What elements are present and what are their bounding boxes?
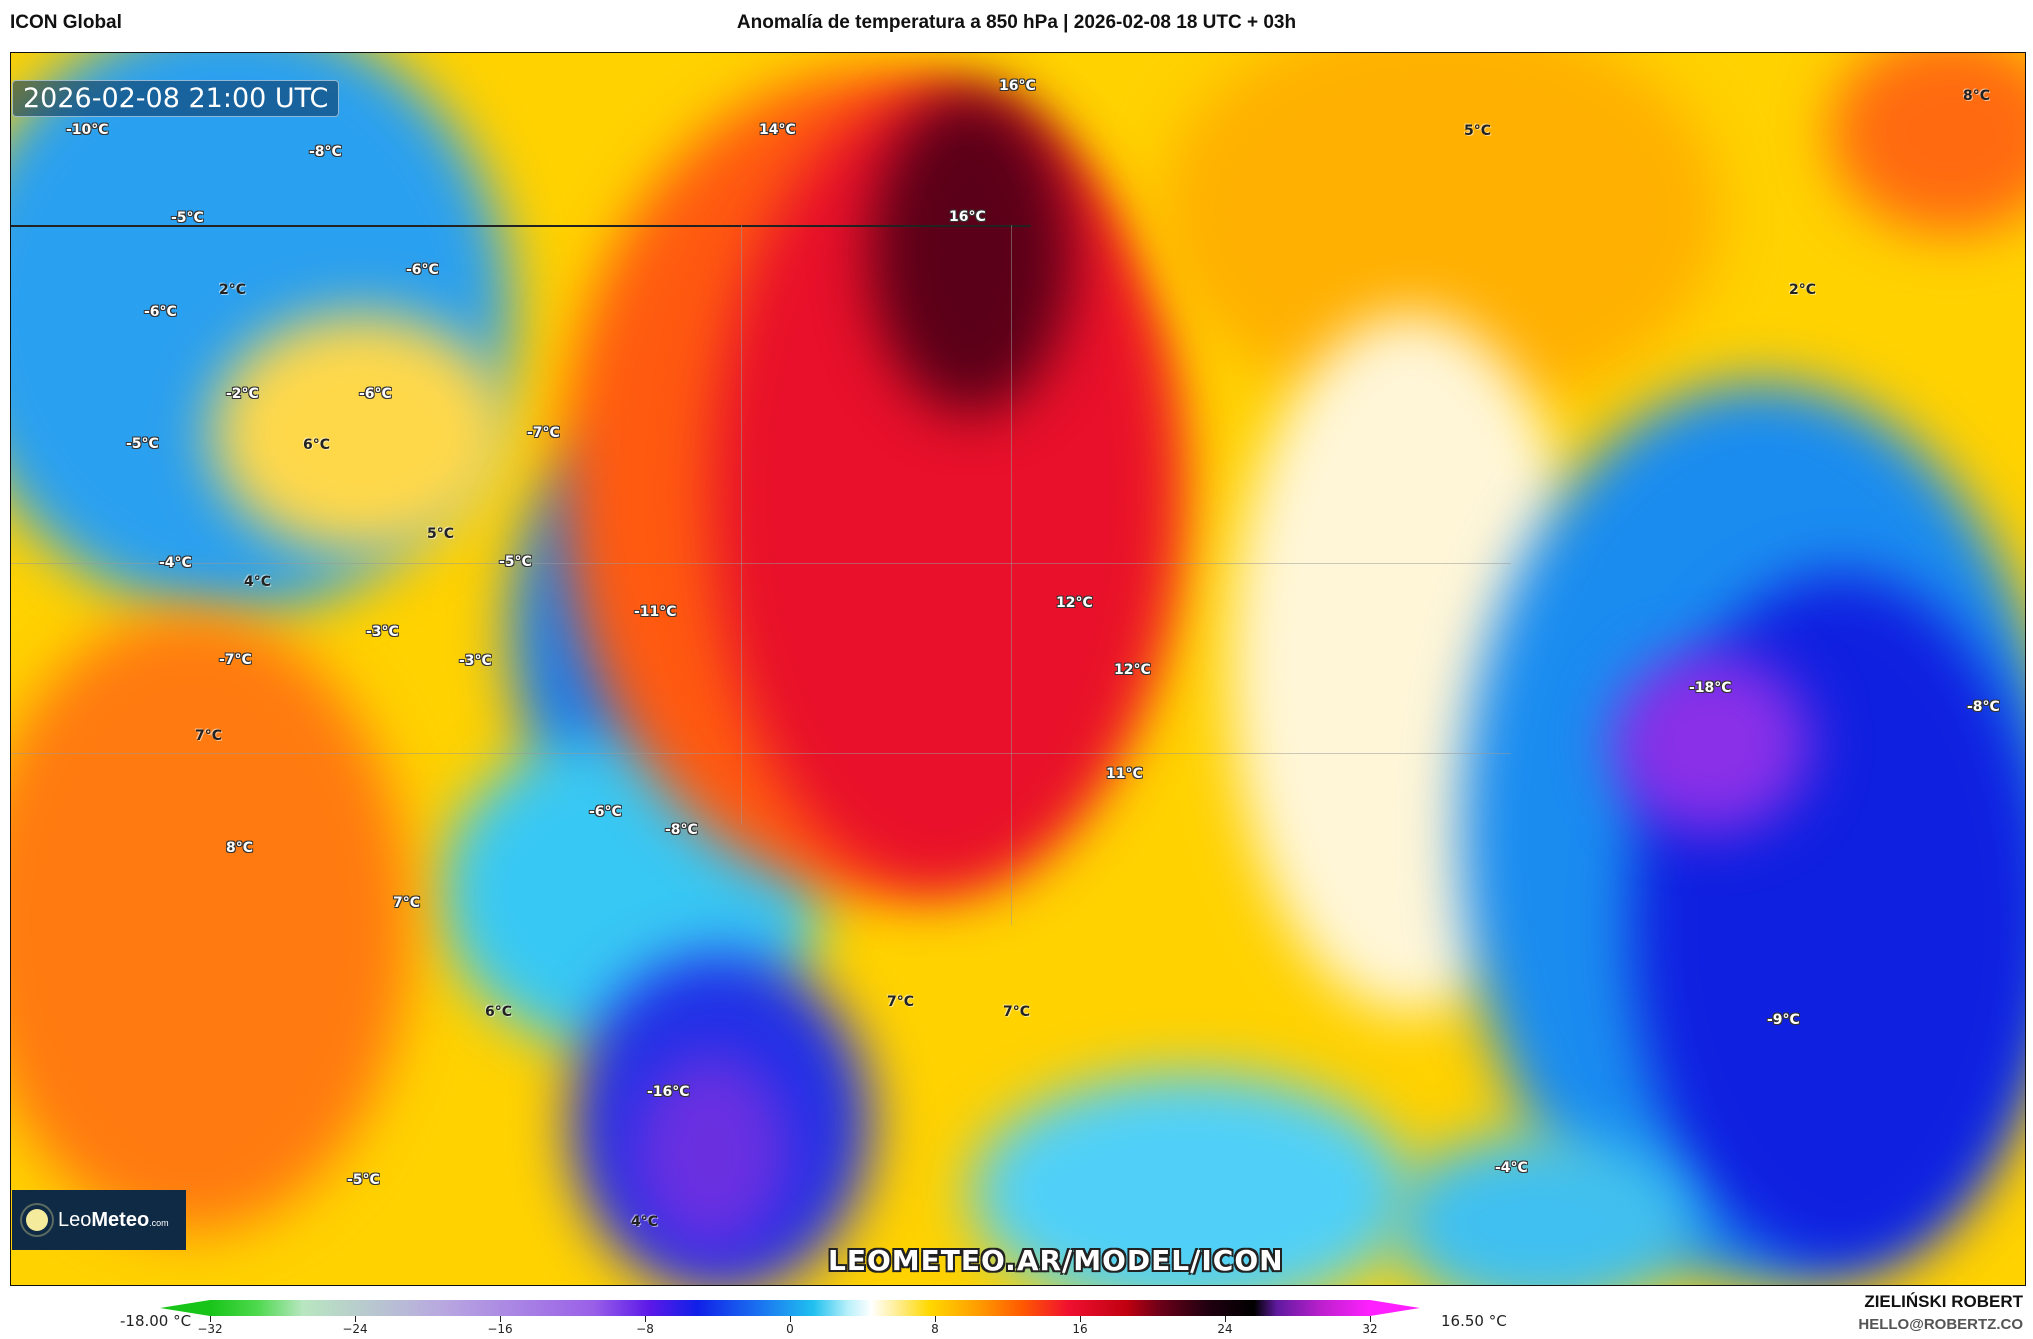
temperature-label: 4°C [244, 574, 272, 590]
colorbar-tick-label: −16 [487, 1322, 513, 1336]
temperature-label: 2°C [219, 282, 247, 298]
cold-region-gulf [971, 1073, 1411, 1285]
temperature-label: 14°C [759, 122, 796, 138]
colorbar-tick [935, 1316, 936, 1322]
cold-core-mexico [631, 1053, 791, 1253]
temperature-label: -6°C [406, 262, 439, 278]
temperature-label: 12°C [1114, 662, 1151, 678]
state-boundary [741, 225, 742, 825]
colorbar-max-label: 16.50 °C [1441, 1312, 1507, 1330]
map-title: Anomalía de temperatura a 850 hPa | 2026… [736, 12, 1297, 33]
temperature-label: -4°C [1495, 1160, 1528, 1176]
warm-region-california [11, 613, 411, 1233]
colorbar-tick [500, 1316, 501, 1322]
colorbar-tick [645, 1316, 646, 1322]
temperature-label: 5°C [427, 526, 455, 542]
temperature-label: -7°C [527, 425, 560, 441]
valid-time-badge: 2026-02-08 21:00 UTC [12, 80, 340, 117]
author-name: ZIELIŃSKI ROBERT [1864, 1292, 2023, 1311]
colorbar-tick-label: 24 [1217, 1322, 1233, 1336]
temperature-label: 16°C [999, 78, 1036, 94]
watermark-url: LEOMETEO.AR/MODEL/ICON [828, 1244, 1284, 1277]
model-name: ICON Global [10, 12, 122, 33]
warm-region-idaho [211, 313, 511, 553]
temperature-label: -6°C [144, 304, 177, 320]
temperature-label: 8°C [1963, 88, 1991, 104]
author-email[interactable]: HELLO@ROBERTZ.CO [1858, 1316, 2023, 1333]
cold-core-atlantic [1611, 653, 1811, 833]
temperature-label: -8°C [665, 822, 698, 838]
colorbar-tick-label: 32 [1362, 1322, 1378, 1336]
temperature-label: 7°C [1003, 1004, 1031, 1020]
temperature-label: -6°C [589, 804, 622, 820]
temperature-label: 6°C [303, 437, 331, 453]
state-boundary [11, 753, 1511, 754]
temperature-label: -3°C [459, 653, 492, 669]
temperature-label: 16°C [949, 209, 986, 225]
colorbar-arrow-left [160, 1300, 210, 1316]
colorbar-tick [210, 1316, 211, 1322]
state-boundary [11, 563, 1511, 564]
us-canada-border [11, 225, 1031, 227]
temperature-label: -7°C [219, 652, 252, 668]
temperature-label: -9°C [1767, 1012, 1800, 1028]
colorbar-tick-label: −32 [197, 1322, 223, 1336]
temperature-label: -8°C [309, 144, 342, 160]
temperature-label: 11°C [1106, 766, 1143, 782]
temperature-label: 4°C [631, 1214, 659, 1230]
temperature-label: -5°C [126, 436, 159, 452]
temperature-label: 2°C [1789, 282, 1817, 298]
temperature-label: 5°C [1464, 123, 1492, 139]
colorbar-tick [355, 1316, 356, 1322]
temperature-label: -2°C [226, 386, 259, 402]
temperature-anomaly-map: -10°C -8°C -5°C -6°C -6°C 2°C -2°C -6°C -5°C 6°C -… [10, 52, 2026, 1286]
temperature-label: -3°C [366, 624, 399, 640]
temperature-label: -5°C [171, 210, 204, 226]
colorbar-tick [790, 1316, 791, 1322]
temperature-label: -10°C [66, 122, 109, 138]
colorbar-tick-label: −24 [342, 1322, 368, 1336]
colorbar-gradient [210, 1300, 1370, 1316]
colorbar-tick-label: 8 [931, 1322, 939, 1336]
temperature-label: -8°C [1967, 699, 2000, 715]
temperature-label: 12°C [1056, 595, 1093, 611]
temperature-label: -4°C [159, 555, 192, 571]
temperature-label: -5°C [499, 554, 532, 570]
temperature-label: 7°C [393, 895, 421, 911]
colorbar-tick-label: −8 [636, 1322, 654, 1336]
state-boundary [1011, 225, 1012, 925]
temperature-label: -16°C [647, 1084, 690, 1100]
colorbar-tick [1370, 1316, 1371, 1322]
sun-icon [26, 1209, 48, 1231]
temperature-label: -11°C [634, 604, 677, 620]
colorbar: −32 −24 −16 −8 0 8 16 24 32 [160, 1300, 1420, 1336]
colorbar-tick-label: 16 [1072, 1322, 1088, 1336]
temperature-label: 6°C [485, 1004, 513, 1020]
temperature-label: -5°C [347, 1172, 380, 1188]
temperature-label: -18°C [1689, 680, 1732, 696]
temperature-label: 8°C [226, 840, 254, 856]
temperature-label: -6°C [359, 386, 392, 402]
warm-core-dakotas [871, 93, 1071, 413]
logo-text: LeoMeteo.com [58, 1208, 169, 1231]
temperature-label: 7°C [887, 994, 915, 1010]
temperature-label: 7°C [195, 728, 223, 744]
colorbar-tick [1225, 1316, 1226, 1322]
colorbar-tick [1080, 1316, 1081, 1322]
cold-region-caribbean [1391, 1133, 1691, 1285]
colorbar-arrow-right [1370, 1300, 1420, 1316]
warm-region-quebec [1831, 53, 2025, 233]
colorbar-min-label: -18.00 °C [120, 1312, 192, 1330]
leometeo-logo[interactable]: LeoMeteo.com [12, 1190, 186, 1250]
colorbar-tick-label: 0 [786, 1322, 794, 1336]
